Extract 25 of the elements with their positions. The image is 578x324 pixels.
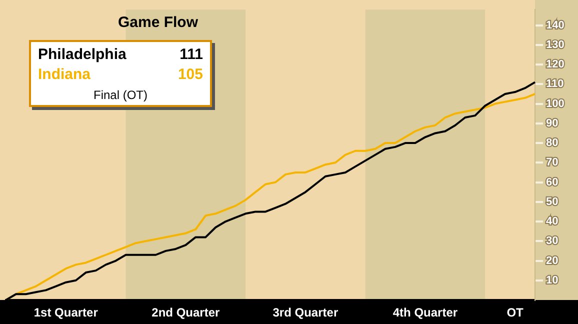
text: Indiana [38,65,91,85]
y-tick-label: 140 [546,19,564,32]
x-tick-label: 3rd Quarter [272,306,338,320]
x-tick-label: 4th Quarter [392,306,458,320]
y-tick-label: 80 [546,137,558,150]
y-tick-label: 90 [546,117,558,130]
x-tick-label: 1st Quarter [34,306,98,320]
y-tick-label: 120 [546,58,564,71]
y-tick-label: 20 [546,254,558,267]
y-tick-label: 50 [546,196,558,208]
annotation: Final (OT) [92,88,148,102]
annotation: 111 [180,45,203,65]
y-tick-label: 100 [546,98,564,110]
y-tick-label: 10 [546,274,558,286]
y-tick-label: 130 [546,38,564,51]
text: Philadelphia [38,45,126,65]
y-tick-label: 40 [546,216,558,228]
y-tick-label: 60 [546,176,558,188]
y-tick-label: 110 [546,78,564,90]
x-tick-label: OT [506,306,524,320]
chart-title: Game Flow [118,14,198,31]
y-tick-label: 70 [546,156,558,169]
x-tick-label: 2nd Quarter [152,306,220,320]
y-tick-label: 30 [546,235,558,248]
annotation: 105 [178,65,203,85]
